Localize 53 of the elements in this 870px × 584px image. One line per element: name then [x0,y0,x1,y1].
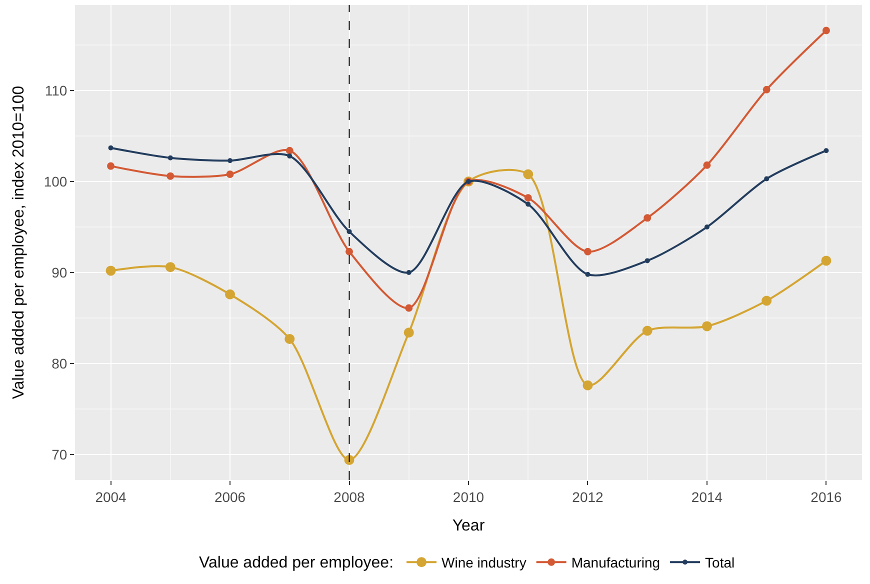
point [346,248,354,256]
x-tick-label: 2006 [214,488,246,505]
point [108,145,114,150]
point [703,161,711,169]
point [225,289,236,300]
point [644,258,650,264]
y-axis-title: Value added per employee, index 2010=100 [10,86,28,400]
y-tick-label: 100 [44,173,68,190]
point [762,86,770,94]
point [168,155,173,160]
legend-title: Value added per employee: [199,554,394,572]
point [286,146,294,154]
y-tick-label: 70 [52,446,68,462]
y-tick-label: 110 [44,82,68,98]
legend-label: Wine industry [442,554,526,571]
x-axis-title: Year [452,518,486,534]
point [165,262,176,272]
point [762,296,772,306]
point [228,158,233,164]
point [584,248,592,256]
point [226,170,234,178]
x-tick-label: 2004 [95,488,127,505]
point [107,162,115,170]
point [406,270,412,276]
point [405,304,413,312]
legend-label: Total [705,554,735,571]
point [404,328,414,338]
point [822,26,830,34]
y-tick-label: 90 [52,264,68,280]
point [284,334,295,344]
point [702,321,712,332]
point [824,148,829,154]
y-tick-label: 80 [52,355,68,372]
point [526,202,531,207]
point [346,229,352,234]
point [287,154,292,159]
point [585,272,590,277]
point [524,194,532,202]
legend-label: Manufacturing [571,554,660,571]
x-tick-label: 2008 [334,488,366,505]
x-tick-label: 2014 [691,488,723,505]
point [644,214,652,222]
point [166,172,174,180]
point [523,169,534,180]
point [582,380,593,390]
x-tick-label: 2016 [810,488,842,505]
point [106,266,116,276]
point [704,224,710,230]
point [764,176,770,182]
point [642,326,652,336]
x-tick-label: 2010 [452,488,484,505]
x-tick-label: 2012 [572,488,604,505]
point [821,256,832,266]
